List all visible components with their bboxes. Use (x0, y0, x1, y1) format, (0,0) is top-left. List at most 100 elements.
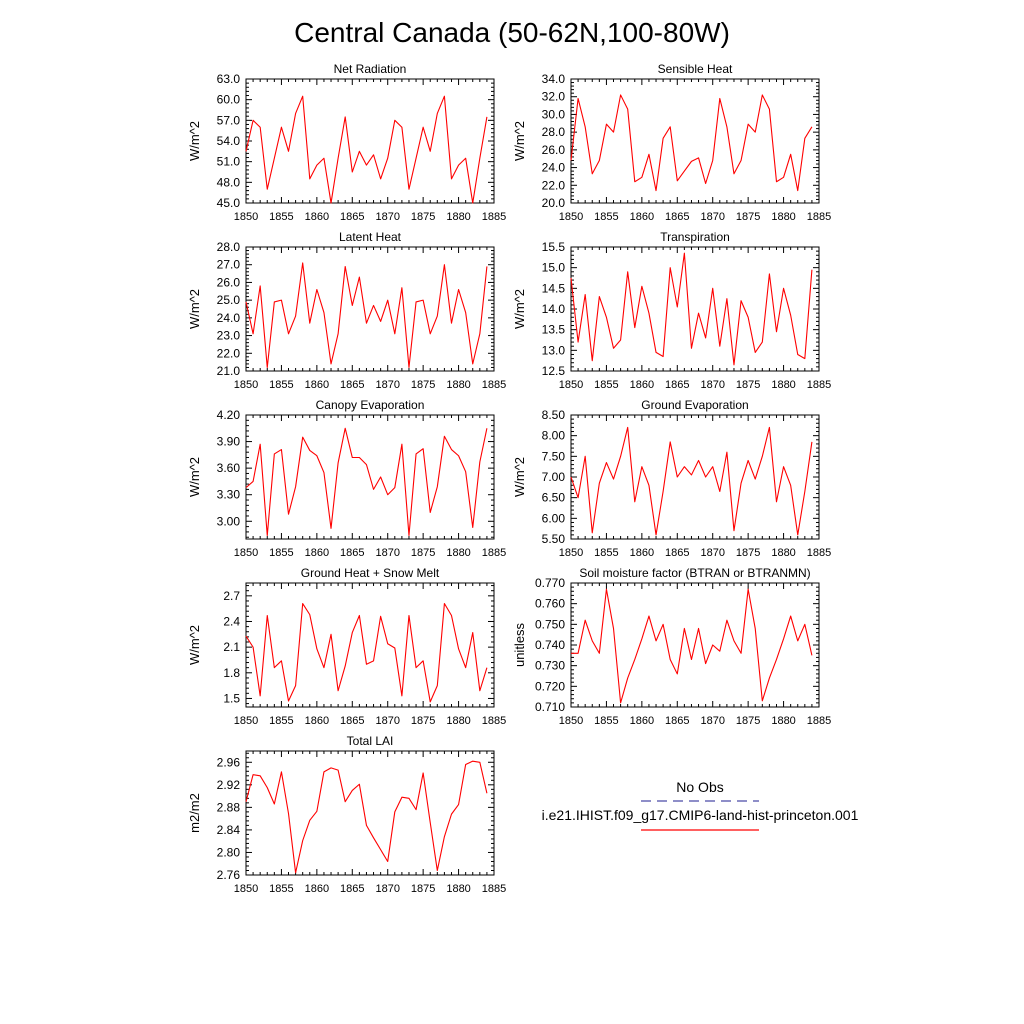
x-tick-label: 1870 (700, 715, 724, 727)
x-tick-label: 1860 (305, 715, 329, 727)
y-tick-label: 32.0 (542, 90, 566, 104)
y-axis-label: W/m^2 (512, 289, 527, 329)
y-tick-label: 24.0 (217, 311, 241, 325)
x-tick-label: 1860 (305, 547, 329, 559)
x-tick-label: 1885 (807, 547, 831, 559)
x-tick-label: 1850 (234, 715, 258, 727)
y-tick-label: 25.0 (217, 293, 241, 307)
y-tick-label: 0.730 (535, 659, 565, 673)
x-tick-label: 1875 (736, 379, 760, 391)
panel-title: Ground Heat + Snow Melt (301, 566, 440, 580)
y-tick-label: 0.760 (535, 597, 565, 611)
x-tick-label: 1865 (340, 883, 364, 895)
x-tick-label: 1880 (446, 379, 470, 391)
x-tick-label: 1885 (482, 715, 506, 727)
y-tick-label: 0.740 (535, 638, 565, 652)
y-tick-label: 12.5 (542, 364, 566, 378)
y-tick-label: 2.96 (217, 755, 241, 769)
x-tick-label: 1885 (807, 211, 831, 223)
x-tick-label: 1860 (630, 547, 654, 559)
y-tick-label: 15.5 (542, 240, 566, 254)
x-tick-label: 1865 (340, 379, 364, 391)
y-tick-label: 45.0 (217, 196, 241, 210)
x-tick-label: 1850 (234, 547, 258, 559)
x-tick-label: 1885 (482, 883, 506, 895)
y-tick-label: 2.80 (217, 845, 241, 859)
x-tick-label: 1850 (234, 379, 258, 391)
x-tick-label: 1855 (594, 547, 618, 559)
y-axis-label: W/m^2 (187, 121, 202, 161)
series-line (570, 252, 813, 366)
panel-9: Total LAI m2/m2 1850 1855 1860 1865 1870 1875 18… (187, 734, 506, 895)
plot-frame (245, 78, 495, 204)
x-tick-label: 1850 (559, 715, 583, 727)
y-tick-label: 3.90 (217, 435, 241, 449)
series-line (245, 262, 488, 369)
x-tick-label: 1860 (305, 379, 329, 391)
x-tick-label: 1855 (269, 379, 293, 391)
y-tick-label: 2.1 (223, 640, 240, 654)
y-axis-label: W/m^2 (512, 457, 527, 497)
plot-frame (245, 750, 495, 876)
y-tick-label: 28.0 (542, 125, 566, 139)
y-tick-label: 48.0 (217, 175, 241, 189)
x-tick-label: 1885 (482, 379, 506, 391)
x-tick-label: 1875 (411, 379, 435, 391)
x-tick-label: 1865 (665, 547, 689, 559)
x-tick-label: 1870 (375, 211, 399, 223)
x-tick-label: 1850 (559, 211, 583, 223)
panel-6: Ground Evaporation W/m^2 1850 1855 1860 1865 1… (512, 398, 831, 559)
y-tick-label: 3.30 (217, 488, 241, 502)
y-tick-label: 2.7 (223, 589, 240, 603)
y-tick-label: 7.00 (542, 470, 566, 484)
series-line (571, 588, 813, 704)
x-tick-label: 1855 (269, 883, 293, 895)
x-tick-label: 1855 (594, 379, 618, 391)
y-tick-label: 26.0 (217, 275, 241, 289)
y-tick-label: 1.5 (223, 691, 240, 705)
x-tick-label: 1865 (665, 715, 689, 727)
x-tick-label: 1870 (700, 379, 724, 391)
y-tick-label: 13.0 (542, 343, 566, 357)
y-tick-label: 23.0 (217, 329, 241, 343)
panel-title: Ground Evaporation (641, 398, 748, 412)
y-tick-label: 30.0 (542, 107, 566, 121)
x-tick-label: 1855 (594, 715, 618, 727)
x-tick-label: 1875 (736, 211, 760, 223)
x-tick-label: 1860 (630, 379, 654, 391)
x-tick-label: 1885 (482, 547, 506, 559)
y-tick-label: 2.76 (217, 868, 241, 882)
plot-frame (570, 78, 820, 204)
panel-4: Transpiration W/m^2 1850 1855 1860 1865 1870 18… (512, 230, 831, 391)
x-tick-label: 1860 (305, 211, 329, 223)
x-tick-label: 1850 (234, 211, 258, 223)
x-tick-label: 1880 (771, 211, 795, 223)
y-axis-label: W/m^2 (187, 289, 202, 329)
y-tick-label: 6.00 (542, 511, 566, 525)
y-tick-label: 22.0 (542, 178, 566, 192)
x-tick-label: 1875 (411, 883, 435, 895)
y-axis-label: W/m^2 (187, 457, 202, 497)
y-tick-label: 6.50 (542, 491, 566, 505)
panel-title: Net Radiation (334, 62, 407, 76)
y-tick-label: 2.92 (217, 778, 241, 792)
y-tick-label: 0.770 (535, 576, 565, 590)
y-axis-label: unitless (512, 622, 527, 667)
plot-frame (245, 414, 495, 540)
x-tick-label: 1875 (411, 715, 435, 727)
x-tick-label: 1855 (269, 211, 293, 223)
x-tick-label: 1870 (375, 883, 399, 895)
y-tick-label: 28.0 (217, 240, 241, 254)
panel-5: Canopy Evaporation W/m^2 1850 1855 1860 1865 1… (187, 398, 506, 559)
x-tick-label: 1880 (446, 715, 470, 727)
y-tick-label: 27.0 (217, 258, 241, 272)
x-tick-label: 1885 (807, 715, 831, 727)
plot-frame (570, 246, 820, 372)
x-tick-label: 1850 (234, 883, 258, 895)
y-tick-label: 1.8 (223, 666, 240, 680)
x-tick-label: 1860 (630, 211, 654, 223)
x-tick-label: 1880 (771, 715, 795, 727)
x-tick-label: 1865 (340, 547, 364, 559)
x-tick-label: 1880 (446, 211, 470, 223)
y-tick-label: 2.84 (217, 823, 241, 837)
